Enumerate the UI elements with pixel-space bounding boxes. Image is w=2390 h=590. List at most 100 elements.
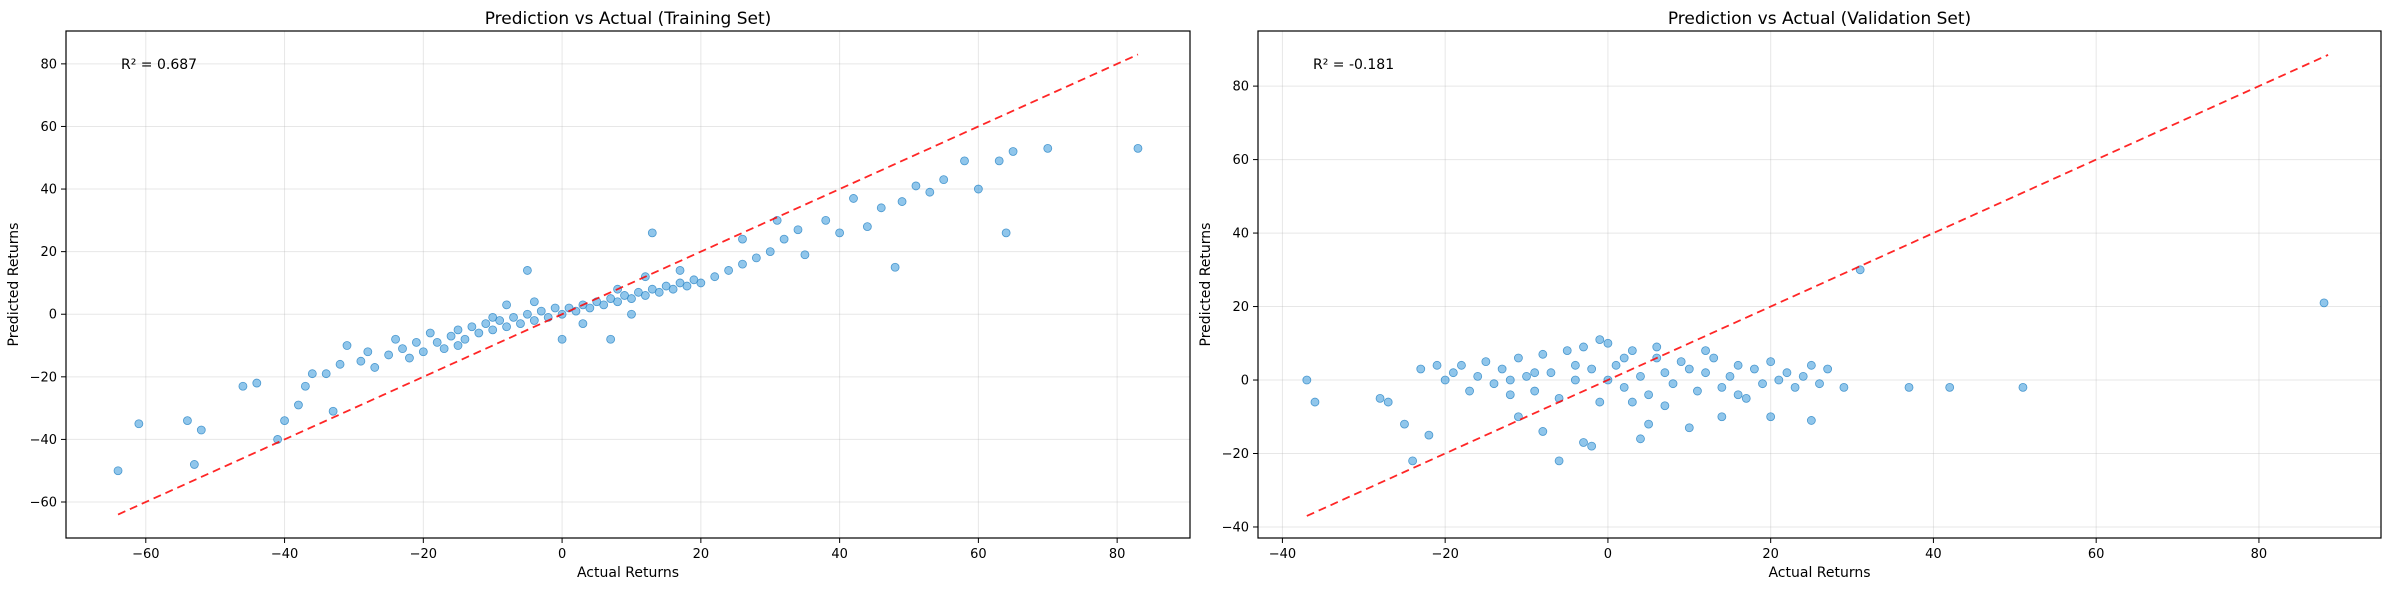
data-point: [1302, 375, 1312, 385]
data-point: [821, 215, 831, 225]
grid: [1258, 31, 2381, 538]
data-point: [321, 369, 331, 379]
data-point: [1619, 353, 1629, 363]
data-point: [335, 359, 345, 369]
data-point: [682, 281, 692, 291]
data-point: [876, 203, 886, 213]
y-tick-label: −60: [30, 496, 57, 511]
data-point: [1652, 342, 1662, 352]
data-point: [1684, 423, 1694, 433]
data-point: [1774, 375, 1784, 385]
data-point: [1749, 364, 1759, 374]
y-tick-label: −40: [30, 433, 57, 448]
data-point: [1660, 368, 1670, 378]
identity-reference-line: [117, 53, 1139, 516]
data-point: [2018, 382, 2028, 392]
data-point: [1043, 143, 1053, 153]
data-point: [599, 300, 609, 310]
data-point: [252, 378, 262, 388]
x-tick-label: 80: [2251, 547, 2268, 562]
x-tick-label: 40: [1925, 547, 1942, 562]
data-point: [1782, 368, 1792, 378]
data-point: [1815, 379, 1824, 389]
x-tick-label: 20: [1762, 547, 1779, 562]
data-point: [897, 197, 907, 206]
data-point: [654, 287, 664, 297]
data-point: [585, 303, 595, 313]
data-point: [439, 344, 449, 354]
x-tick-label: 60: [970, 547, 987, 562]
data-point: [1603, 338, 1613, 348]
data-point: [1595, 397, 1605, 407]
data-point: [1375, 393, 1385, 403]
scatter-points: [1302, 265, 2329, 466]
y-tick-label: 60: [1232, 153, 1249, 168]
data-point: [460, 334, 470, 344]
data-point: [1668, 379, 1678, 389]
plot-frame: [1257, 30, 2382, 539]
data-point: [453, 325, 463, 335]
x-tick-label: 40: [831, 547, 848, 562]
y-tick-label: 80: [1232, 80, 1249, 95]
data-point: [911, 181, 921, 191]
y-axis-label: Predicted Returns: [6, 223, 22, 347]
data-point: [1627, 397, 1637, 407]
data-point: [1489, 379, 1499, 389]
data-point: [1717, 412, 1727, 422]
data-point: [1522, 371, 1531, 381]
y-axis-label: Predicted Returns: [1198, 223, 1214, 347]
data-point: [1473, 371, 1483, 381]
data-point: [1400, 419, 1409, 429]
data-point: [1725, 371, 1735, 381]
grid: [66, 31, 1190, 538]
data-point: [113, 466, 123, 476]
data-point: [529, 297, 539, 307]
data-point: [1481, 357, 1491, 367]
data-point: [488, 325, 498, 335]
data-point: [1008, 147, 1018, 156]
data-point: [1619, 382, 1629, 392]
data-point: [1660, 401, 1670, 411]
data-point: [432, 337, 442, 347]
data-point: [384, 350, 394, 360]
data-point: [1595, 335, 1605, 345]
data-point: [627, 309, 636, 319]
data-point: [1133, 143, 1143, 153]
data-point: [134, 419, 144, 429]
data-point: [557, 334, 567, 344]
data-point: [890, 262, 900, 272]
data-point: [2319, 298, 2329, 308]
identity-reference-line: [1306, 54, 2329, 517]
data-point: [1562, 346, 1572, 356]
chart-title: Prediction vs Actual (Validation Set): [1668, 9, 1971, 29]
data-point: [398, 344, 407, 354]
data-point: [939, 175, 949, 185]
y-tick-label: 40: [40, 183, 57, 198]
data-point: [1823, 364, 1833, 374]
data-point: [509, 312, 518, 322]
data-point: [342, 341, 352, 350]
data-point: [474, 328, 484, 338]
data-point: [578, 319, 588, 329]
data-point: [793, 225, 803, 235]
data-point: [835, 228, 845, 238]
data-point: [1798, 371, 1808, 381]
data-point: [1530, 368, 1540, 378]
data-point: [1587, 441, 1597, 451]
data-point: [1684, 364, 1694, 374]
data-point: [1717, 382, 1727, 392]
data-point: [627, 294, 636, 303]
data-point: [356, 356, 366, 366]
training-set-scatter-panel: −60 −40 −20 0 20 40 60 80 −60 −40 −20 0 20 40 60 80 Pred…: [6, 9, 1191, 581]
data-point: [1546, 368, 1556, 378]
data-point: [1579, 342, 1588, 352]
data-point: [1627, 346, 1637, 356]
data-point: [280, 416, 289, 426]
x-axis-label: Actual Returns: [1768, 565, 1870, 581]
data-point: [1001, 228, 1011, 238]
data-point: [453, 341, 463, 350]
data-point: [502, 300, 511, 310]
data-point: [1701, 346, 1710, 356]
data-point: [1457, 360, 1466, 370]
data-point: [1709, 353, 1719, 363]
